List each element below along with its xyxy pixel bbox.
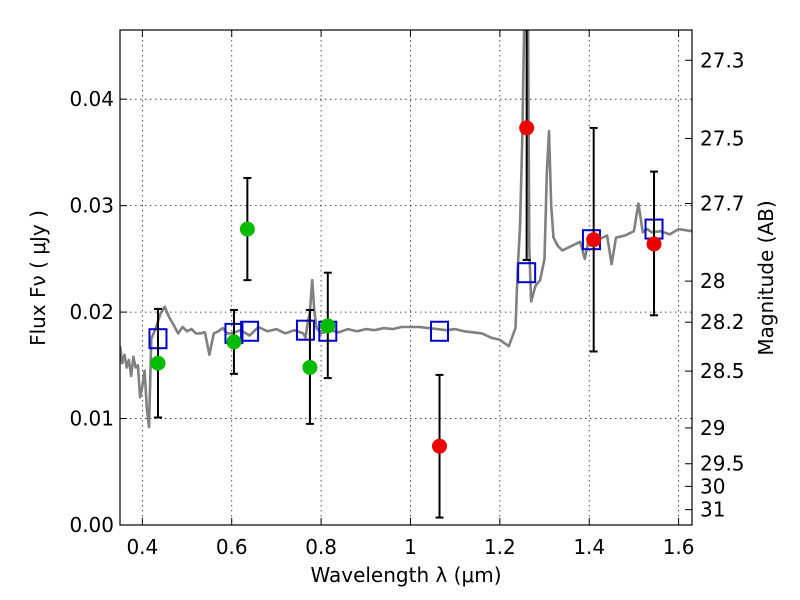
plot-frame: [119, 29, 693, 526]
y2-tick-label: 27.5: [700, 126, 745, 150]
y2-tick-label: 27.3: [700, 48, 745, 72]
y2-tick-label: 29.5: [700, 452, 745, 476]
y-tick-label: 0.04: [69, 87, 114, 111]
model-photometry-square: [517, 262, 537, 284]
x-tick-label: 0.8: [305, 535, 337, 559]
y2-tick-label: 28.2: [700, 310, 745, 334]
y2-tick-label: 28.5: [700, 359, 745, 383]
plot-area: [120, 30, 692, 519]
x-tick-label: 1.4: [573, 535, 605, 559]
y-tick-label: 0.01: [69, 407, 114, 431]
sed-model-line: [120, 30, 692, 429]
infrared-data-point: [646, 236, 662, 252]
infrared-data-point: [586, 232, 602, 248]
y2-tick-label: 30: [700, 474, 725, 498]
y2-tick-label: 29: [700, 416, 725, 440]
x-tick-label: 0.4: [126, 535, 158, 559]
model-photometry-square: [240, 320, 260, 342]
y2-tick-label: 27.7: [700, 192, 745, 216]
optical-data-point: [320, 318, 336, 334]
axes-ticks: 0.4 0.6 0.8 1 1.2 1.4 1.6 0.00 0.01 0.02 0.03 0.04 2…: [69, 30, 745, 559]
y2-tick-label: 31: [700, 498, 725, 522]
model-photometry-square: [295, 319, 315, 341]
y-tick-label: 0.00: [69, 513, 114, 537]
x-tick-label: 1.2: [484, 535, 516, 559]
x-tick-label: 0.6: [216, 535, 248, 559]
y-tick-label: 0.03: [69, 194, 114, 218]
grid: [120, 30, 692, 526]
x-tick-label: 1.6: [663, 535, 695, 559]
optical-data-point: [239, 221, 255, 237]
y-tick-label: 0.02: [69, 300, 114, 324]
y-axis-label: Flux Fν ( μJy ): [26, 210, 50, 346]
optical-data-point: [226, 334, 242, 350]
infrared-data-point: [519, 120, 535, 136]
infrared-data-point: [432, 438, 448, 454]
optical-data-point: [302, 359, 318, 375]
optical-data-point: [150, 355, 166, 371]
model-photometry-square: [430, 320, 450, 342]
y2-axis-label: Magnitude (AB): [754, 200, 778, 355]
x-tick-label: 1: [404, 535, 417, 559]
y2-tick-label: 28: [700, 269, 725, 293]
x-axis-label: Wavelength λ (μm): [310, 563, 501, 587]
